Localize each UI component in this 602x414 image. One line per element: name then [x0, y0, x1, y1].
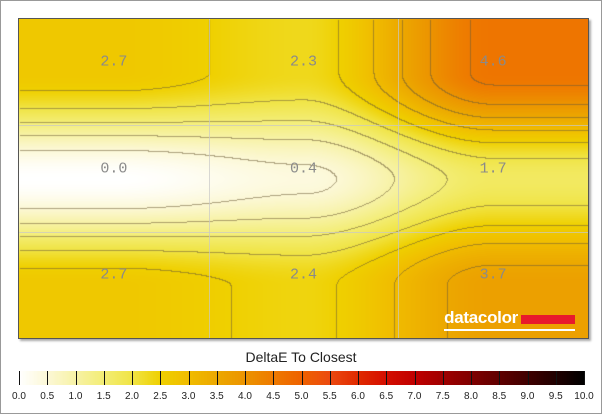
colorbar-tick: [75, 371, 77, 385]
heatmap-canvas: [19, 19, 588, 338]
colorbar-tick: [301, 371, 303, 385]
colorbar-tick-label: 6.5: [379, 391, 394, 402]
colorbar-tick-label: 5.5: [322, 391, 337, 402]
colorbar-tick-label: 4.0: [238, 391, 252, 402]
colorbar-tick: [386, 371, 388, 385]
colorbar-tick: [188, 371, 190, 385]
colorbar-tick-label: 0.5: [40, 391, 55, 402]
colorbar-tick: [19, 371, 20, 385]
heatmap-plot: 2.7 2.3 4.6 0.0 0.4 1.7 2.7 2.4 3.7 datacolor: [18, 18, 589, 339]
colorbar-tick-label: 6.0: [351, 391, 365, 402]
cell-value-label: 4.6: [479, 53, 507, 71]
colorbar-tick-label: 2.0: [125, 391, 139, 402]
colorbar-tick-label: 0.0: [12, 391, 26, 402]
cell-value-label: 2.7: [100, 266, 128, 284]
colorbar-tick: [329, 371, 331, 385]
gridline-horizontal: [19, 125, 588, 127]
colorbar-tick: [584, 371, 585, 385]
cell-value-label: 3.7: [479, 266, 507, 284]
colorbar-tick: [555, 371, 557, 385]
cell-value-label: 2.4: [289, 266, 318, 284]
colorbar-tick: [216, 371, 218, 385]
colorbar-tick: [160, 371, 162, 385]
cell-value-label: 0.0: [100, 160, 128, 177]
colorbar-tick-label: 3.0: [181, 391, 196, 402]
colorbar-tick: [442, 371, 444, 385]
colorbar-tick: [414, 371, 416, 385]
colorbar-tick: [273, 371, 275, 385]
colorbar-tick-label: 5.0: [294, 391, 309, 402]
colorbar-tick: [245, 371, 246, 385]
colorbar-tick-label: 10.0: [574, 391, 594, 402]
colorbar-tick: [358, 371, 359, 385]
colorbar-tick-label: 2.5: [153, 391, 168, 402]
colorbar-tick-label: 8.5: [492, 391, 507, 402]
datacolor-logo: datacolor: [444, 308, 575, 331]
colorbar-tick-label: 7.0: [407, 391, 422, 402]
colorbar-tick-label: 8.0: [464, 391, 478, 402]
colorbar-tick-label: 1.0: [68, 391, 83, 402]
colorbar-tick: [527, 371, 529, 385]
colorbar-tick-label: 4.5: [266, 391, 281, 402]
colorbar-tick-label: 1.5: [96, 391, 111, 402]
colorbar-tick-label: 9.0: [520, 391, 535, 402]
cell-value-label: 1.7: [479, 160, 507, 177]
gridline-horizontal: [19, 231, 588, 233]
colorbar-tick: [132, 371, 133, 385]
colorbar-tick: [499, 371, 501, 385]
colorbar-tick-label: 3.5: [209, 391, 224, 402]
colorbar-tick: [471, 371, 472, 385]
colorbar-title: DeltaE To Closest: [245, 349, 357, 365]
cell-value-label: 2.7: [100, 53, 128, 71]
gridline-vertical: [398, 19, 400, 338]
colorbar-tick: [47, 371, 49, 385]
colorbar-tick: [103, 371, 105, 385]
cell-value-label: 2.3: [289, 53, 318, 71]
gridline-vertical: [208, 19, 210, 338]
colorbar-tick-label: 7.5: [435, 391, 450, 402]
colorbar-tick-label: 9.5: [548, 391, 563, 402]
cell-value-label: 0.4: [289, 160, 318, 177]
